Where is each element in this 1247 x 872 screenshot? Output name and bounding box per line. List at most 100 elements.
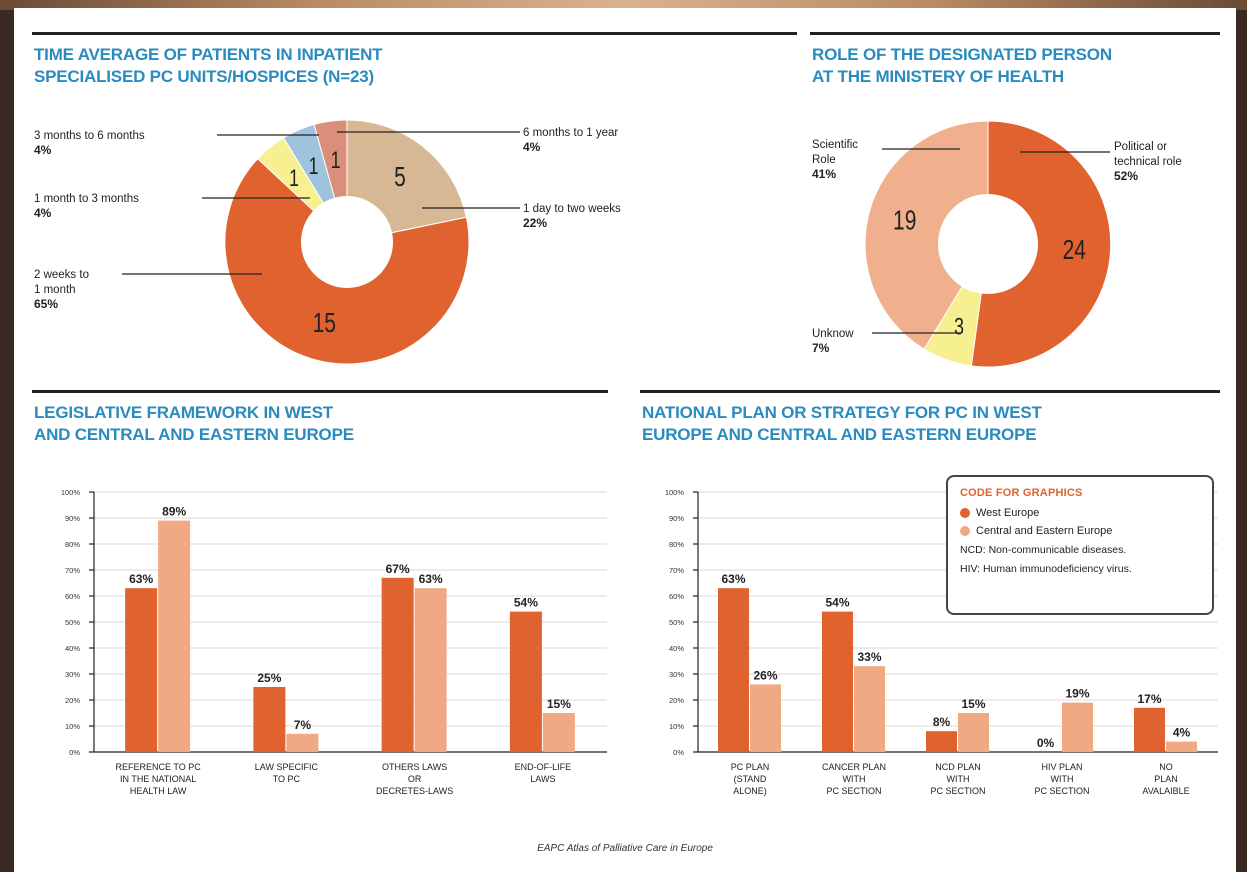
callout-percent: 4% (34, 206, 52, 220)
bar-value-label: 25% (257, 671, 281, 685)
x-category-label: ALONE) (733, 786, 767, 796)
y-tick-label: 80% (669, 540, 684, 549)
callout-percent: 22% (523, 216, 547, 230)
callout-label: Unknow (812, 328, 854, 340)
slice-value-label: 24 (1063, 235, 1087, 266)
bar-west (125, 588, 158, 752)
bar-value-label: 54% (825, 596, 849, 610)
bar-chart-legislative: 0% 10% 20% 30% 40% 50% 60% 70% 80% 90% 100% 63% 89% R… (61, 488, 607, 796)
slice-value-label: 1 (331, 147, 341, 173)
x-category-label: LAW SPECIFIC (255, 762, 319, 772)
bar-central (286, 733, 319, 752)
panel-time-average: TIME AVERAGE OF PATIENTS IN INPATIENT SP… (32, 32, 797, 377)
y-tick-label: 70% (65, 566, 80, 575)
bar-central (1166, 741, 1197, 752)
title-line-1: NATIONAL PLAN OR STRATEGY FOR PC IN WEST (642, 403, 1042, 422)
slice-value-label: 19 (893, 206, 916, 237)
legend-label-west: West Europe (976, 507, 1040, 519)
title-line-1: TIME AVERAGE OF PATIENTS IN INPATIENT (34, 45, 383, 64)
y-tick-label: 60% (669, 592, 684, 601)
panel-rule (32, 390, 608, 393)
slice-value-label: 15 (313, 308, 336, 339)
donut-hole (301, 196, 393, 288)
x-category-label: NCD PLAN (935, 762, 981, 772)
y-tick-label: 50% (669, 618, 684, 627)
y-tick-label: 40% (65, 644, 80, 653)
bar-central (958, 713, 989, 752)
bar-west (1134, 707, 1165, 752)
bar-value-label: 63% (419, 572, 443, 586)
y-tick-label: 60% (65, 592, 80, 601)
y-tick-label: 0% (69, 748, 80, 757)
bar-value-label: 17% (1137, 692, 1161, 706)
chart-title: NATIONAL PLAN OR STRATEGY FOR PC IN WEST… (642, 402, 1042, 446)
y-tick-label: 50% (65, 618, 80, 627)
y-tick-label: 100% (665, 488, 685, 497)
callout-label: Role (812, 154, 836, 166)
panel-rule (810, 32, 1220, 35)
bar-central (414, 588, 447, 752)
x-category-label: PC SECTION (930, 786, 985, 796)
y-tick-label: 10% (65, 722, 80, 731)
x-category-label: OTHERS LAWS (382, 762, 447, 772)
title-line-1: LEGISLATIVE FRAMEWORK IN WEST (34, 403, 333, 422)
x-category-label: TO PC (273, 774, 301, 784)
y-tick-label: 90% (669, 514, 684, 523)
x-category-label: (STAND (734, 774, 767, 784)
source-caption: EAPC Atlas of Palliative Care in Europe (537, 843, 713, 854)
y-tick-label: 90% (65, 514, 80, 523)
callout-percent: 7% (812, 341, 830, 355)
callout-label: 6 months to 1 year (523, 127, 618, 139)
x-category-label: PC SECTION (826, 786, 881, 796)
bar-value-label: 15% (547, 697, 571, 711)
bar-value-label: 63% (129, 572, 153, 586)
callout-percent: 4% (34, 143, 52, 157)
y-tick-label: 20% (65, 696, 80, 705)
slice-value-label: 1 (308, 154, 318, 180)
x-category-label: DECRETES-LAWS (376, 786, 453, 796)
callout-percent: 65% (34, 297, 58, 311)
y-tick-label: 30% (669, 670, 684, 679)
bar-central (750, 684, 781, 752)
x-category-label: END-OF-LIFE (515, 762, 572, 772)
x-category-label: OR (408, 774, 422, 784)
x-category-label: AVALAIBLE (1142, 786, 1189, 796)
callout-label: technical role (1114, 156, 1182, 168)
callout-label: 3 months to 6 months (34, 130, 145, 142)
x-category-label: PC PLAN (731, 762, 770, 772)
donut-slice (864, 120, 989, 350)
y-tick-label: 40% (669, 644, 684, 653)
callout-label: Scientific (812, 139, 858, 151)
bar-central (542, 713, 575, 752)
slice-value-label: 5 (394, 162, 406, 193)
west-swatch (960, 508, 970, 518)
x-category-label: WITH (947, 774, 970, 784)
bar-value-label: 26% (753, 668, 777, 682)
bar-value-label: 54% (514, 596, 538, 610)
bar-value-label: 8% (933, 715, 951, 729)
y-tick-label: 80% (65, 540, 80, 549)
panel-national-plan: NATIONAL PLAN OR STRATEGY FOR PC IN WEST… (640, 390, 1220, 830)
y-tick-label: 10% (669, 722, 684, 731)
bar-value-label: 15% (961, 697, 985, 711)
title-line-2: AT THE MINISTERY OF HEALTH (812, 67, 1064, 86)
legend-title: CODE FOR GRAPHICS (960, 487, 1083, 499)
callout-percent: 52% (1114, 169, 1138, 183)
bar-value-label: 33% (857, 650, 881, 664)
y-tick-label: 20% (669, 696, 684, 705)
x-category-label: HEALTH LAW (130, 786, 187, 796)
x-category-label: WITH (843, 774, 866, 784)
bar-west (718, 588, 749, 752)
bar-value-label: 89% (162, 505, 186, 519)
legend-box: CODE FOR GRAPHICS West Europe Central an… (946, 475, 1214, 615)
legend-note-hiv: HIV: Human immunodeficiency virus. (960, 563, 1132, 575)
y-tick-label: 30% (65, 670, 80, 679)
slice-value-label: 3 (954, 314, 964, 340)
bar-central (1062, 702, 1093, 752)
donut-slice (970, 120, 1112, 368)
bar-value-label: 63% (721, 572, 745, 586)
callout-percent: 41% (812, 167, 836, 181)
x-category-label: WITH (1051, 774, 1074, 784)
y-tick-label: 0% (673, 748, 684, 757)
